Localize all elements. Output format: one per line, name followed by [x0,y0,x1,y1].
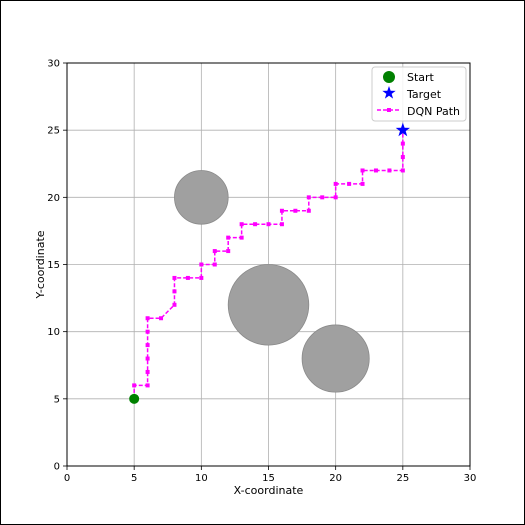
path-point [145,343,150,348]
path-point [172,302,177,307]
y-tick-label: 30 [47,59,60,70]
path-line [133,130,404,399]
path-point [132,383,137,388]
obstacles [174,170,370,393]
legend-start-marker [383,71,395,83]
legend: Start Target DQN Path [371,66,467,122]
path-point [172,275,177,280]
legend-target-marker [382,86,396,99]
obstacle-circle [227,264,310,346]
legend-target-label: Target [406,88,442,101]
obstacle-circle [301,324,370,393]
start-marker [129,393,140,404]
path-point [306,208,311,213]
x-tick-label: 20 [329,473,342,484]
legend-path-marker [387,108,391,112]
x-tick-label: 0 [64,473,70,484]
path-point [293,208,298,213]
path-point [212,262,217,267]
path-point [212,249,217,254]
path-point [279,208,284,213]
path-point [320,195,325,200]
path-point [159,316,164,321]
markers [129,122,410,404]
x-tick-label: 15 [262,473,275,484]
path-point [145,329,150,334]
path-point [145,369,150,374]
legend-start-label: Start [407,71,435,84]
x-axis-label: X-coordinate [234,484,304,497]
legend-box [371,66,467,122]
y-tick-label: 10 [47,327,60,338]
path-point [360,181,365,186]
x-tick-label: 30 [464,473,477,484]
ticks: 0 5 10 15 20 25 30 0 5 10 15 20 25 30 [47,59,476,485]
path-point [400,141,405,146]
path-point [333,195,338,200]
path-point [253,222,258,227]
x-tick-label: 5 [131,473,137,484]
path-point [145,316,150,321]
path-point [266,222,271,227]
target-marker [395,122,410,137]
path-point [306,195,311,200]
path-point [172,289,177,294]
y-axis-label: Y-coordinate [34,230,47,299]
x-tick-label: 25 [396,473,409,484]
path-point [347,181,352,186]
path-point [185,275,190,280]
path-point [199,262,204,267]
path-point [199,275,204,280]
path-point [400,168,405,173]
path-point [387,168,392,173]
y-tick-label: 15 [47,260,60,271]
legend-path-label: DQN Path [407,105,460,118]
path-point [333,181,338,186]
y-tick-label: 20 [47,193,60,204]
y-tick-label: 0 [54,462,60,473]
path-point [226,235,231,240]
dqn-path [132,128,405,401]
path-point [145,356,150,361]
y-tick-label: 25 [47,126,60,137]
path-point [373,168,378,173]
path-point [400,155,405,160]
path-point [239,235,244,240]
y-tick-label: 5 [54,394,60,405]
path-point [279,222,284,227]
path-point [239,222,244,227]
path-point [145,383,150,388]
obstacle-circle [174,170,229,225]
path-point [226,249,231,254]
path-point [360,168,365,173]
x-tick-label: 10 [195,473,208,484]
